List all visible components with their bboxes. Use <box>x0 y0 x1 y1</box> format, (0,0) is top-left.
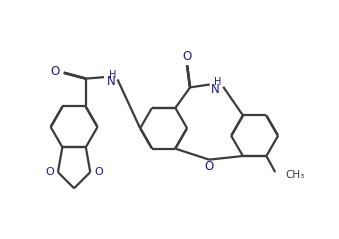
Text: N: N <box>106 75 115 88</box>
Text: O: O <box>182 50 192 63</box>
Text: H: H <box>108 70 116 80</box>
Text: H: H <box>214 77 221 87</box>
Text: N: N <box>211 83 220 96</box>
Text: CH₃: CH₃ <box>285 170 305 180</box>
Text: O: O <box>45 167 54 177</box>
Text: O: O <box>51 65 60 78</box>
Text: O: O <box>94 167 103 177</box>
Text: O: O <box>204 160 214 173</box>
